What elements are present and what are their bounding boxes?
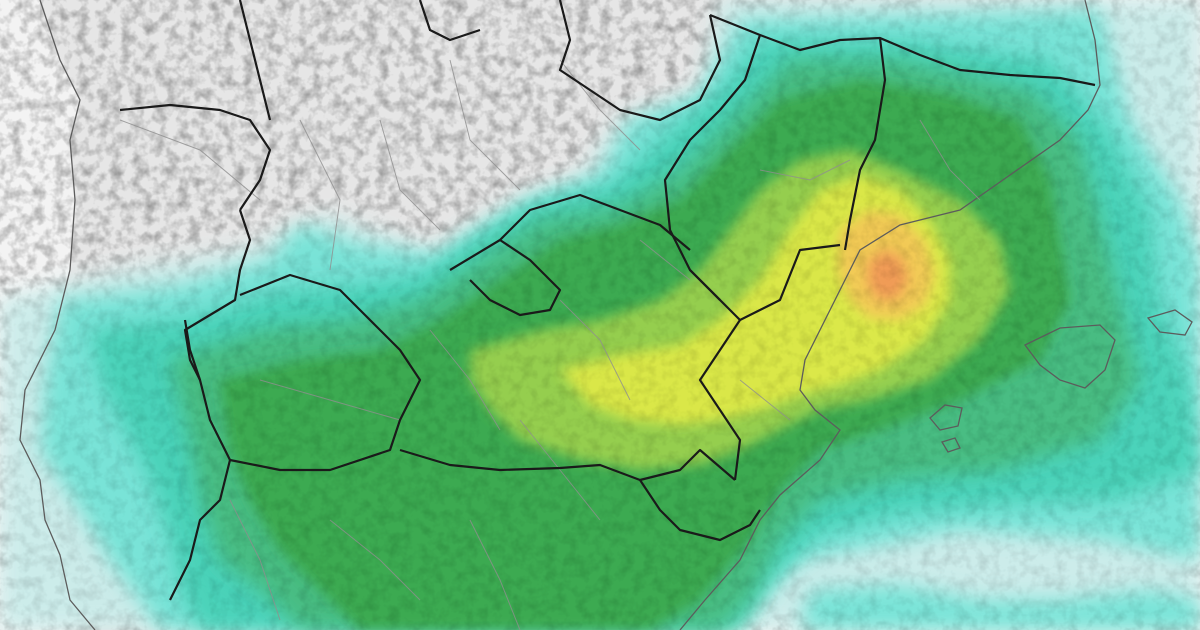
provincial-borders — [119, 59, 981, 630]
coastlines — [19, 0, 1193, 630]
regional-borders — [119, 0, 1096, 601]
